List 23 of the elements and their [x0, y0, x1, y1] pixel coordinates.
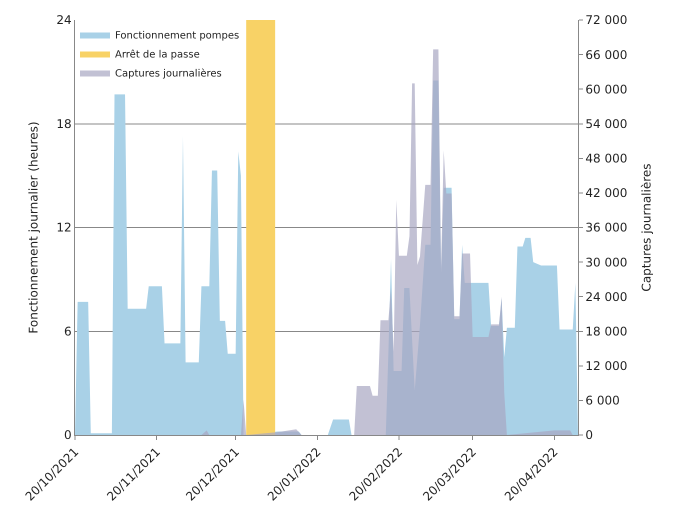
y2-tick-label: 54 000 — [585, 116, 628, 131]
y2-tick-label: 72 000 — [585, 13, 628, 28]
y2-tick-label: 60 000 — [585, 82, 628, 96]
y-axis-title: Fonctionnement journalier (heures) — [26, 121, 41, 334]
y2-tick-label: 0 — [585, 428, 594, 442]
y2-tick-label: 36 000 — [585, 220, 628, 235]
y2-tick-label: 42 000 — [585, 186, 628, 200]
y-tick-label: 6 — [64, 324, 72, 338]
y2-tick-label: 66 000 — [585, 48, 628, 62]
y2-tick-label: 30 000 — [585, 255, 628, 270]
y2-tick-label: 18 000 — [585, 324, 628, 338]
legend-label: Fonctionnement pompes — [115, 30, 240, 42]
y-tick-label: 18 — [56, 116, 72, 131]
y2-tick-label: 48 000 — [585, 152, 628, 166]
y2-tick-label: 12 000 — [585, 359, 628, 374]
y2-tick-label: 24 000 — [585, 290, 628, 304]
legend-label: Captures journalières — [115, 68, 222, 80]
y-tick-label: 12 — [56, 220, 72, 235]
legend-label: Arrêt de la passe — [115, 49, 200, 60]
y2-axis-title: Captures journalières — [639, 163, 654, 292]
y2-tick-label: 6 000 — [585, 394, 620, 408]
y-tick-label: 0 — [64, 428, 72, 442]
y-tick-label: 24 — [56, 13, 72, 28]
